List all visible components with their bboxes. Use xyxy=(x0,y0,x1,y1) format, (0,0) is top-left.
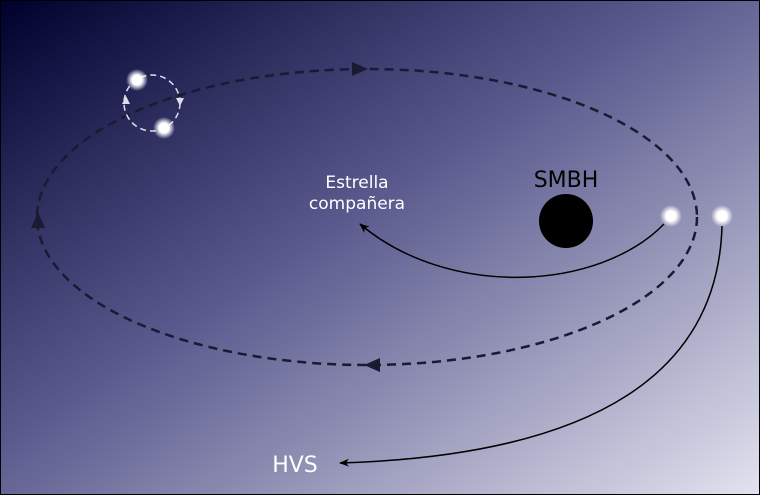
companion-label: Estrella xyxy=(325,173,388,193)
black-hole xyxy=(539,194,593,248)
background xyxy=(1,1,760,495)
companion-label: compañera xyxy=(309,194,405,214)
hvs-label: HVS xyxy=(272,453,318,478)
smbh-label: SMBH xyxy=(534,168,599,193)
star xyxy=(711,205,733,227)
star xyxy=(126,69,148,91)
star xyxy=(153,117,175,139)
diagram: SMBH Estrella compañera HVS xyxy=(0,0,760,495)
